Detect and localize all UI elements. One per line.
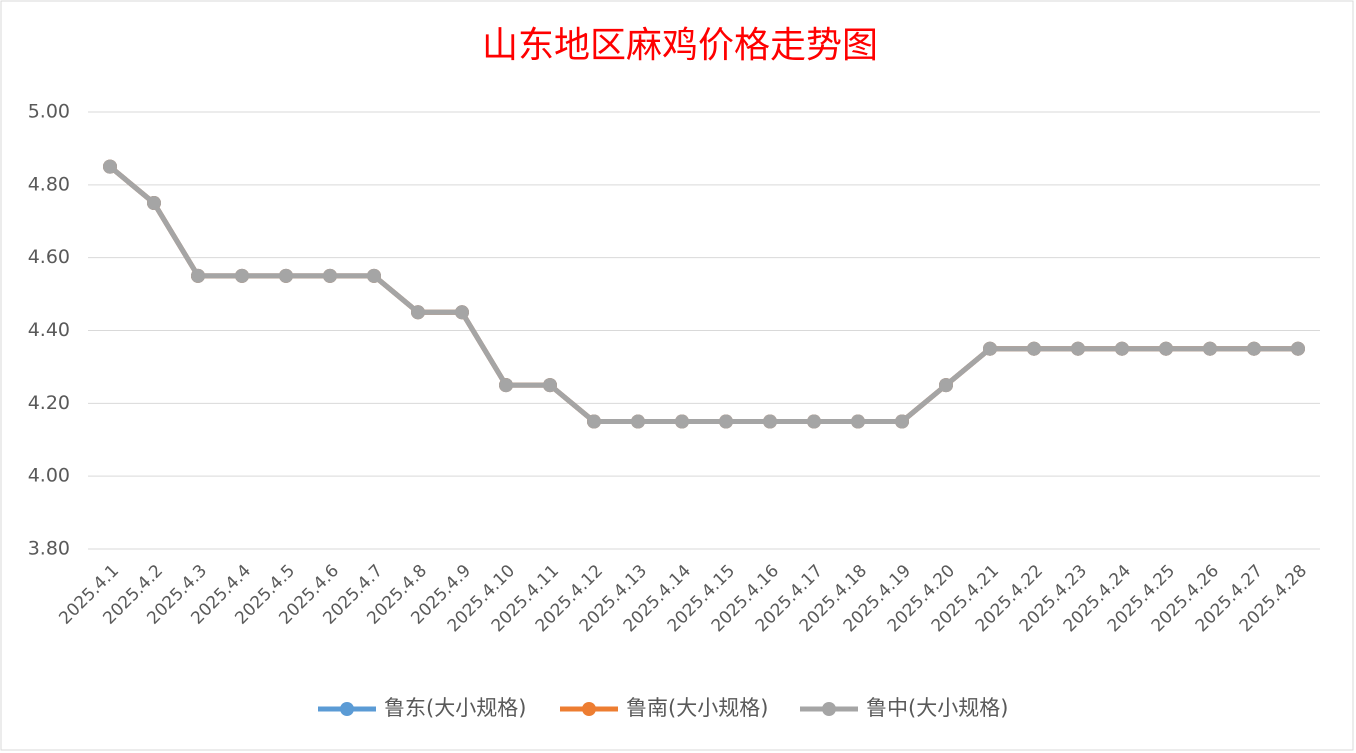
data-point xyxy=(1159,341,1173,356)
data-point xyxy=(895,414,909,429)
legend-label: 鲁东(大小规格) xyxy=(384,696,526,720)
series-line xyxy=(108,164,1298,425)
data-point xyxy=(543,378,557,393)
legend-marker xyxy=(822,702,836,716)
data-point xyxy=(939,378,953,393)
y-tick-label: 5.00 xyxy=(28,101,70,123)
data-point xyxy=(103,159,117,174)
data-point xyxy=(1291,341,1305,356)
data-point xyxy=(455,305,469,320)
data-point xyxy=(1203,341,1217,356)
data-point xyxy=(983,341,997,356)
y-tick-label: 4.60 xyxy=(28,246,70,268)
data-point xyxy=(499,378,513,393)
y-tick-label: 3.80 xyxy=(28,538,70,560)
y-tick-label: 4.40 xyxy=(28,319,70,341)
data-point xyxy=(807,414,821,429)
data-point xyxy=(587,414,601,429)
data-point xyxy=(851,414,865,429)
data-point xyxy=(367,268,381,283)
data-point xyxy=(675,414,689,429)
legend-marker xyxy=(582,702,596,716)
data-point xyxy=(279,268,293,283)
data-point xyxy=(631,414,645,429)
data-point xyxy=(1247,341,1261,356)
data-point xyxy=(411,305,425,320)
data-point xyxy=(763,414,777,429)
y-tick-label: 4.20 xyxy=(28,392,70,414)
legend-label: 鲁中(大小规格) xyxy=(866,696,1008,720)
y-tick-label: 4.80 xyxy=(28,173,70,195)
y-tick-label: 4.00 xyxy=(28,465,70,487)
data-point xyxy=(235,268,249,283)
legend-marker xyxy=(340,702,354,716)
data-point xyxy=(323,268,337,283)
data-point xyxy=(1027,341,1041,356)
data-point xyxy=(147,196,161,211)
data-point xyxy=(719,414,733,429)
data-point xyxy=(191,268,205,283)
legend-label: 鲁南(大小规格) xyxy=(626,696,768,720)
data-point xyxy=(1115,341,1129,356)
chart-title: 山东地区麻鸡价格走势图 xyxy=(482,25,878,66)
data-point xyxy=(1071,341,1085,356)
